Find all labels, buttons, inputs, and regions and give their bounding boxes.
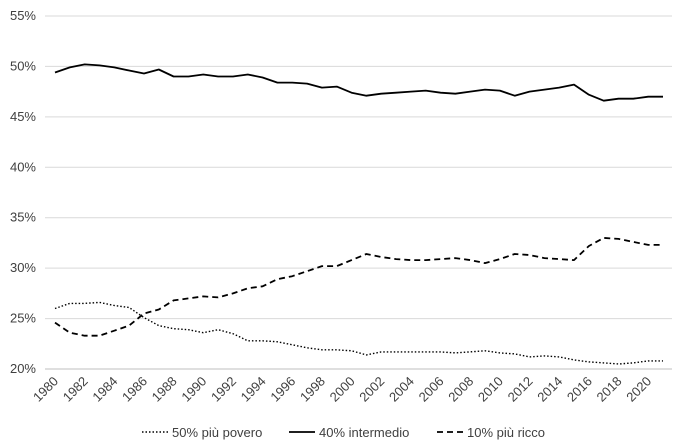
y-tick-label: 25% bbox=[10, 311, 36, 326]
series-lines bbox=[54, 63, 663, 365]
y-tick-label: 50% bbox=[10, 58, 36, 73]
series-line-1 bbox=[54, 301, 663, 365]
legend-label: 40% intermedio bbox=[319, 425, 409, 440]
y-tick-label: 20% bbox=[10, 361, 36, 376]
x-tick-label: 1994 bbox=[238, 374, 269, 405]
x-tick-label: 2006 bbox=[416, 374, 447, 405]
y-tick-label: 45% bbox=[10, 109, 36, 124]
x-tick-label: 2000 bbox=[327, 374, 358, 405]
gridlines bbox=[45, 15, 672, 370]
x-tick-label: 2014 bbox=[534, 374, 565, 405]
y-axis-tick-labels: 20% 25% 30% 35% 40% 45% 50% 55% bbox=[10, 8, 36, 376]
x-tick-label: 2012 bbox=[505, 374, 536, 405]
x-tick-label: 1992 bbox=[208, 374, 239, 405]
x-tick-label: 2004 bbox=[386, 374, 417, 405]
x-tick-label: 2018 bbox=[594, 374, 625, 405]
x-tick-label: 2008 bbox=[445, 374, 476, 405]
x-tick-label: 2016 bbox=[564, 374, 595, 405]
y-tick-label: 55% bbox=[10, 8, 36, 23]
x-tick-label: 1996 bbox=[267, 374, 298, 405]
x-tick-label: 1988 bbox=[149, 374, 180, 405]
y-tick-label: 30% bbox=[10, 260, 36, 275]
legend-label: 50% più povero bbox=[172, 425, 262, 440]
series-line-2 bbox=[54, 63, 663, 102]
legend-label: 10% più ricco bbox=[467, 425, 545, 440]
x-tick-label: 1982 bbox=[60, 374, 91, 405]
x-tick-label: 1980 bbox=[30, 374, 61, 405]
x-tick-label: 1998 bbox=[297, 374, 328, 405]
x-tick-label: 2020 bbox=[623, 374, 654, 405]
x-tick-label: 1990 bbox=[178, 374, 209, 405]
series-line-3 bbox=[54, 236, 663, 337]
legend: 50% più povero 40% intermedio 10% più ricc… bbox=[142, 425, 545, 440]
x-axis-tick-labels: 1980198219841986198819901992199419961998… bbox=[30, 374, 654, 405]
y-tick-label: 35% bbox=[10, 210, 36, 225]
x-tick-label: 1986 bbox=[119, 374, 150, 405]
y-tick-label: 40% bbox=[10, 159, 36, 174]
x-tick-label: 1984 bbox=[89, 374, 120, 405]
x-tick-label: 2002 bbox=[356, 374, 387, 405]
x-tick-label: 2010 bbox=[475, 374, 506, 405]
